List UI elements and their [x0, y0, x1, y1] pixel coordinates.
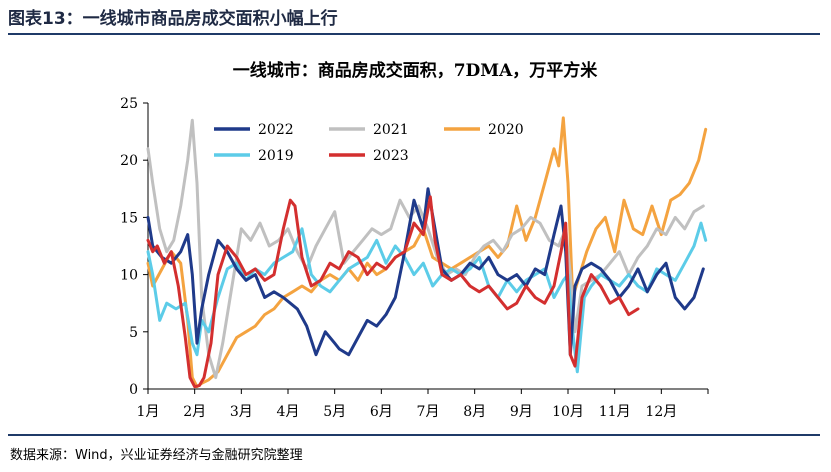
y-tick-label: 10 — [120, 268, 138, 284]
top-rule — [8, 33, 820, 35]
legend-label-2022: 2022 — [258, 122, 294, 138]
x-tick-label: 11月 — [599, 404, 631, 420]
source-note: 数据来源：Wind，兴业证券经济与金融研究院整理 — [10, 448, 303, 463]
line-chart: 一线城市：商品房成交面积，7DMA，万平方米 0 5 10 15 20 25 1月 2月 3月 4… — [120, 60, 709, 420]
x-tick-label: 12月 — [645, 404, 677, 420]
legend-label-2019: 2019 — [258, 148, 294, 164]
legend-label-2023: 2023 — [373, 148, 409, 164]
chart-title: 一线城市：商品房成交面积，7DMA，万平方米 — [233, 60, 599, 81]
x-tick-label: 8月 — [463, 404, 486, 420]
bottom-rule — [8, 434, 820, 436]
x-tick-label: 2月 — [183, 404, 206, 420]
series-line-2023 — [146, 195, 640, 389]
legend: 2022 2021 2020 2019 2023 — [214, 122, 524, 164]
legend-label-2021: 2021 — [373, 122, 409, 138]
x-tick-label: 9月 — [510, 404, 533, 420]
y-tick-label: 5 — [129, 325, 138, 341]
x-tick-label: 10月 — [552, 404, 584, 420]
series-lines — [146, 116, 708, 389]
x-tick-label: 5月 — [323, 404, 346, 420]
x-tick-label: 7月 — [417, 404, 440, 420]
y-tick-label: 20 — [120, 153, 138, 169]
x-tick-label: 3月 — [230, 404, 253, 420]
x-tick-label: 4月 — [277, 404, 300, 420]
legend-label-2020: 2020 — [488, 122, 524, 138]
series-line-2020 — [146, 116, 708, 389]
axes: 0 5 10 15 20 25 1月 2月 3月 4月 5月 6月 7月 8月 9月 10月 11月 12月 — [120, 96, 709, 420]
y-tick-label: 25 — [120, 96, 138, 112]
x-tick-label: 6月 — [370, 404, 393, 420]
y-tick-label: 15 — [120, 210, 138, 226]
y-tick-label: 0 — [129, 382, 138, 398]
x-tick-label: 1月 — [137, 404, 160, 420]
figure-title: 图表13：一线城市商品房成交面积小幅上行 — [8, 9, 338, 29]
